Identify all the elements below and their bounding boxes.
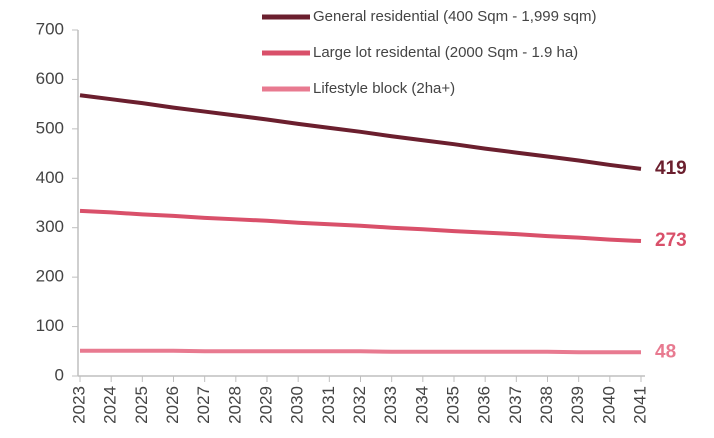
x-tick-label: 2033 — [381, 386, 400, 424]
end-label: 48 — [655, 341, 676, 362]
x-tick-label: 2037 — [506, 386, 525, 424]
x-tick-label: 2024 — [101, 386, 120, 424]
y-tick-label: 0 — [55, 365, 64, 384]
x-tick-label: 2036 — [475, 386, 494, 424]
y-tick-label: 500 — [36, 118, 64, 137]
series-line — [79, 93, 642, 171]
x-tick-label: 2031 — [319, 386, 338, 424]
x-tick-label: 2040 — [599, 386, 618, 424]
x-tick-label: 2041 — [630, 386, 649, 424]
y-tick-label: 200 — [36, 267, 64, 286]
x-tick-label: 2030 — [288, 386, 307, 424]
x-tick-label: 2034 — [412, 386, 431, 424]
y-tick-label: 600 — [36, 69, 64, 88]
x-tick-label: 2039 — [568, 386, 587, 424]
y-tick-label: 300 — [36, 217, 64, 236]
legend-label: General residential (400 Sqm - 1,999 sqm… — [313, 8, 596, 25]
x-tick-label: 2029 — [256, 386, 275, 424]
x-tick-label: 2032 — [350, 386, 369, 424]
series-line — [79, 208, 642, 244]
y-tick-label: 400 — [36, 168, 64, 187]
y-tick-label: 700 — [36, 19, 64, 38]
end-label: 273 — [655, 230, 687, 251]
series-line — [80, 348, 641, 355]
x-tick-label: 2028 — [225, 386, 244, 424]
legend-label: Lifestyle block (2ha+) — [313, 80, 455, 97]
x-tick-label: 2038 — [537, 386, 556, 424]
x-tick-label: 2035 — [443, 386, 462, 424]
x-tick-label: 2023 — [69, 386, 88, 424]
end-label: 419 — [655, 158, 687, 179]
x-tick-label: 2025 — [132, 386, 151, 424]
legend-label: Large lot residental (2000 Sqm - 1.9 ha) — [313, 44, 578, 61]
x-tick-label: 2026 — [163, 386, 182, 424]
x-tick-label: 2027 — [194, 386, 213, 424]
y-tick-label: 100 — [36, 316, 64, 335]
